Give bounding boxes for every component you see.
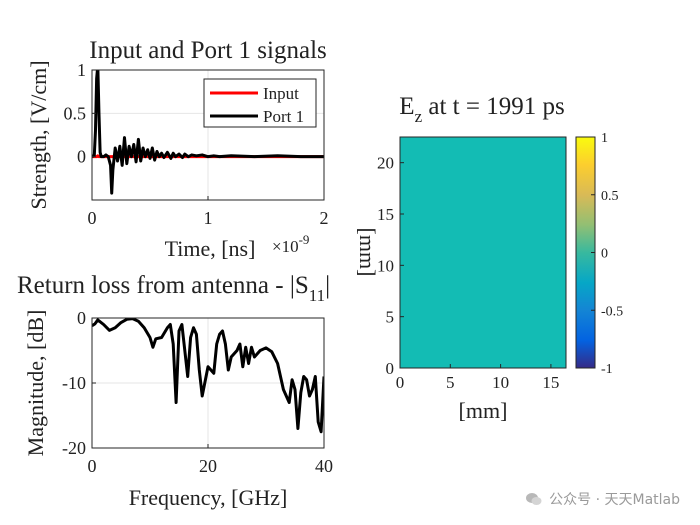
y-tick-label: 0 bbox=[77, 147, 86, 167]
x-tick-label: 20 bbox=[199, 456, 217, 476]
signals-ylabel: Strength, [V/cm] bbox=[26, 60, 51, 209]
x-tick-label: 5 bbox=[446, 373, 455, 392]
y-tick-label: 0 bbox=[77, 308, 86, 328]
colorbar-tick-label: 0.5 bbox=[601, 189, 619, 204]
x-tick-label: 0 bbox=[88, 456, 97, 476]
signals-title: Input and Port 1 signals bbox=[89, 37, 327, 64]
return-loss-ylabel: Magnitude, [dB] bbox=[23, 310, 48, 457]
y-tick-label: 5 bbox=[386, 308, 395, 327]
y-tick-label: 15 bbox=[377, 205, 394, 224]
y-tick-label: 1 bbox=[77, 60, 86, 80]
y-tick-label: -10 bbox=[62, 373, 86, 393]
signals-x-exponent: ×10-9 bbox=[272, 232, 309, 256]
ez-title-sub: z bbox=[415, 107, 423, 126]
y-tick-label: 20 bbox=[377, 154, 394, 173]
x-tick-label: 0 bbox=[88, 208, 97, 228]
ez-xlabel: [mm] bbox=[459, 398, 508, 423]
signals-chart: Input and Port 1 signals 0 1 2 0 0.5 1 Time, … bbox=[26, 37, 329, 261]
ez-title: Ez at t = 1991 ps bbox=[399, 93, 564, 126]
x-tick-label: 1 bbox=[204, 208, 213, 228]
signals-xlabel: Time, [ns] bbox=[165, 236, 256, 261]
ez-colorbar: 1 0.5 0 -0.5 -1 bbox=[575, 131, 623, 377]
watermark: 公众号 · 天天Matlab bbox=[525, 489, 680, 509]
return-loss-plot-area bbox=[92, 318, 324, 434]
colorbar-tick-label: 1 bbox=[601, 131, 608, 146]
x-tick-label: 0 bbox=[396, 373, 405, 392]
series-line-0 bbox=[92, 318, 324, 434]
x-exponent-power: -9 bbox=[299, 232, 310, 247]
colorbar-tick-label: -0.5 bbox=[601, 304, 623, 319]
x-tick-label: 15 bbox=[542, 373, 559, 392]
ez-title-main: E bbox=[399, 93, 414, 120]
x-tick-label: 2 bbox=[320, 208, 329, 228]
return-loss-ticks: 0 20 40 -20 -10 0 bbox=[62, 308, 333, 476]
y-tick-label: 0 bbox=[386, 359, 395, 378]
colorbar-ticks: 1 0.5 0 -0.5 -1 bbox=[591, 131, 623, 377]
return-loss-chart: 0 20 40 -20 -10 0 Return loss from antenna - … bbox=[17, 272, 333, 510]
return-loss-title-end: | bbox=[325, 272, 330, 299]
ez-ticks: 0 5 10 15 0 5 10 15 20 bbox=[377, 154, 559, 392]
signals-legend: Input Port 1 bbox=[203, 78, 317, 128]
signals-ticks: 0 1 2 0 0.5 1 bbox=[64, 60, 329, 228]
legend-box bbox=[203, 78, 317, 128]
colorbar-tick-label: 0 bbox=[601, 247, 608, 262]
return-loss-title-sub: 11 bbox=[309, 286, 325, 305]
ez-heatmap-field bbox=[399, 136, 567, 369]
x-exponent-base: ×10 bbox=[272, 237, 299, 256]
return-loss-title: Return loss from antenna - |S11| bbox=[17, 272, 330, 305]
legend-label-port1: Port 1 bbox=[263, 107, 304, 126]
y-tick-label: 0.5 bbox=[64, 103, 87, 123]
ez-ylabel: [mm] bbox=[355, 228, 380, 277]
legend-label-input: Input bbox=[263, 84, 299, 103]
y-tick-label: 10 bbox=[377, 256, 394, 275]
colorbar-tick-label: -1 bbox=[601, 362, 613, 377]
return-loss-xlabel: Frequency, [GHz] bbox=[129, 485, 288, 510]
y-tick-label: -20 bbox=[62, 438, 86, 458]
series-line-port-1 bbox=[92, 70, 324, 195]
ez-title-end: at t = 1991 ps bbox=[422, 93, 565, 120]
x-tick-label: 40 bbox=[315, 456, 333, 476]
watermark-text: 公众号 · 天天Matlab bbox=[549, 492, 680, 508]
return-loss-title-main: Return loss from antenna - |S bbox=[17, 272, 309, 299]
return-loss-grid bbox=[91, 317, 325, 449]
wechat-icon bbox=[526, 493, 542, 505]
x-tick-label: 10 bbox=[492, 373, 509, 392]
